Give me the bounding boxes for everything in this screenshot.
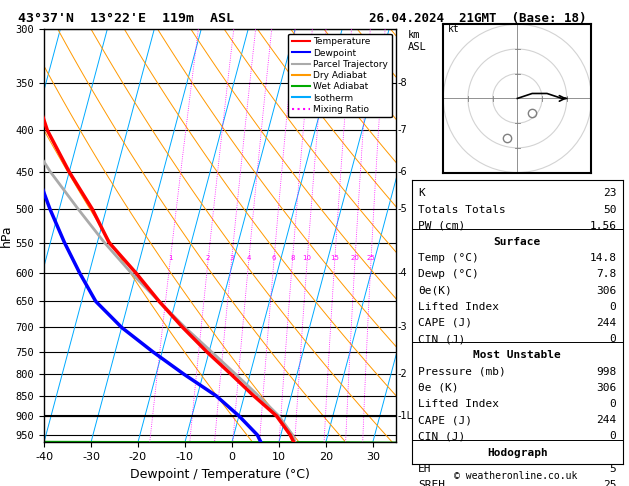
Text: θe(K): θe(K) [418,286,452,295]
Text: 0: 0 [610,334,616,344]
Text: SREH: SREH [418,480,445,486]
Text: 0: 0 [610,399,616,409]
X-axis label: Dewpoint / Temperature (°C): Dewpoint / Temperature (°C) [130,468,310,481]
Text: Dewp (°C): Dewp (°C) [418,269,479,279]
Text: 20: 20 [350,255,359,261]
Text: Lifted Index: Lifted Index [418,302,499,312]
Text: -8: -8 [398,78,408,88]
Text: CIN (J): CIN (J) [418,432,465,441]
Text: 998: 998 [596,366,616,377]
Text: -1LCL: -1LCL [398,411,425,421]
Text: 1: 1 [168,255,172,261]
Text: Hodograph: Hodograph [487,448,548,458]
Text: -7: -7 [398,125,408,136]
Text: CIN (J): CIN (J) [418,334,465,344]
Text: Surface: Surface [494,237,541,247]
Text: 7.8: 7.8 [596,269,616,279]
Text: CAPE (J): CAPE (J) [418,415,472,425]
Text: 25: 25 [367,255,376,261]
Text: -3: -3 [398,322,408,332]
Text: 8: 8 [290,255,294,261]
Text: -5: -5 [398,204,408,214]
Text: -2: -2 [398,369,408,380]
Y-axis label: hPa: hPa [0,225,13,247]
Text: Mixing Ratio (g/kg): Mixing Ratio (g/kg) [420,227,430,319]
Text: 244: 244 [596,415,616,425]
Text: Pressure (mb): Pressure (mb) [418,366,506,377]
Text: 5: 5 [610,464,616,474]
Text: K: K [418,189,425,198]
Text: 15: 15 [330,255,339,261]
Text: © weatheronline.co.uk: © weatheronline.co.uk [454,471,577,481]
Text: CAPE (J): CAPE (J) [418,318,472,328]
Text: 306: 306 [596,286,616,295]
Text: Most Unstable: Most Unstable [474,350,561,361]
Text: 50: 50 [603,205,616,214]
Text: 306: 306 [596,383,616,393]
Text: km
ASL: km ASL [408,30,426,52]
Text: Totals Totals: Totals Totals [418,205,506,214]
Text: 6: 6 [272,255,276,261]
Legend: Temperature, Dewpoint, Parcel Trajectory, Dry Adiabat, Wet Adiabat, Isotherm, Mi: Temperature, Dewpoint, Parcel Trajectory… [288,34,392,118]
Text: 14.8: 14.8 [589,253,616,263]
Text: 0: 0 [610,302,616,312]
Text: 10: 10 [303,255,311,261]
Text: 0: 0 [610,432,616,441]
Text: Temp (°C): Temp (°C) [418,253,479,263]
Text: -6: -6 [398,167,408,177]
Text: EH: EH [418,464,432,474]
Text: 26.04.2024  21GMT  (Base: 18): 26.04.2024 21GMT (Base: 18) [369,12,587,25]
Text: 4: 4 [247,255,251,261]
Text: -4: -4 [398,268,408,278]
Text: PW (cm): PW (cm) [418,221,465,231]
Text: 3: 3 [229,255,234,261]
Text: 2: 2 [206,255,210,261]
Text: 25: 25 [603,480,616,486]
Text: Lifted Index: Lifted Index [418,399,499,409]
Text: 43°37'N  13°22'E  119m  ASL: 43°37'N 13°22'E 119m ASL [18,12,234,25]
Text: 23: 23 [603,189,616,198]
Text: kt: kt [448,24,460,34]
Text: 244: 244 [596,318,616,328]
Text: θe (K): θe (K) [418,383,459,393]
Text: 1.56: 1.56 [589,221,616,231]
